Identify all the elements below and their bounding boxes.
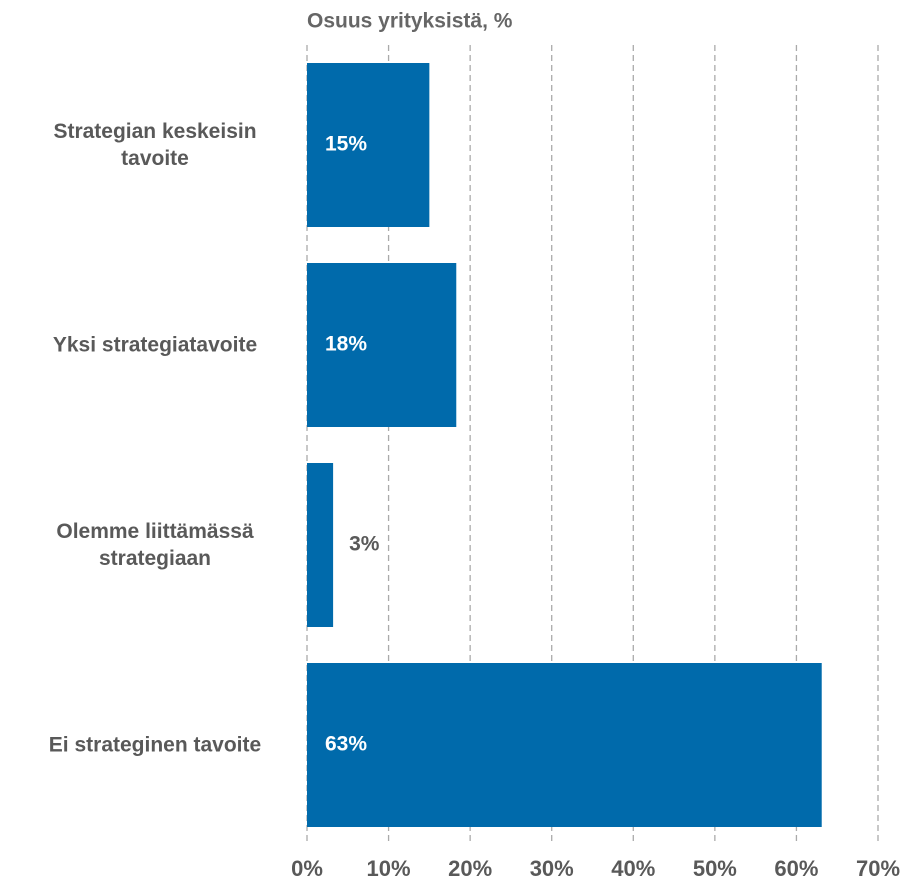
bar	[307, 663, 822, 827]
chart-title: Osuus yrityksistä, %	[307, 10, 513, 33]
bar	[307, 63, 430, 227]
x-tick-label: 60%	[774, 856, 818, 881]
data-label: 3%	[349, 533, 380, 556]
x-tick-label: 0%	[291, 856, 323, 881]
x-tick-label: 30%	[530, 856, 574, 881]
bar	[307, 263, 457, 427]
data-label: 18%	[325, 333, 367, 356]
category-label: Yksi strategiatavoite	[52, 333, 258, 357]
data-label: 63%	[325, 733, 367, 756]
category-label: Ei strateginen tavoite	[48, 733, 262, 757]
bar	[307, 463, 334, 627]
x-tick-label: 20%	[448, 856, 492, 881]
category-label: Olemme liittämässä strategiaan	[56, 520, 254, 570]
x-tick-label: 10%	[367, 856, 411, 881]
data-label: 15%	[325, 133, 367, 156]
x-tick-label: 50%	[693, 856, 737, 881]
x-tick-label: 40%	[611, 856, 655, 881]
category-label: Strategian keskeisin tavoite	[53, 120, 257, 170]
x-tick-label: 70%	[856, 856, 900, 881]
